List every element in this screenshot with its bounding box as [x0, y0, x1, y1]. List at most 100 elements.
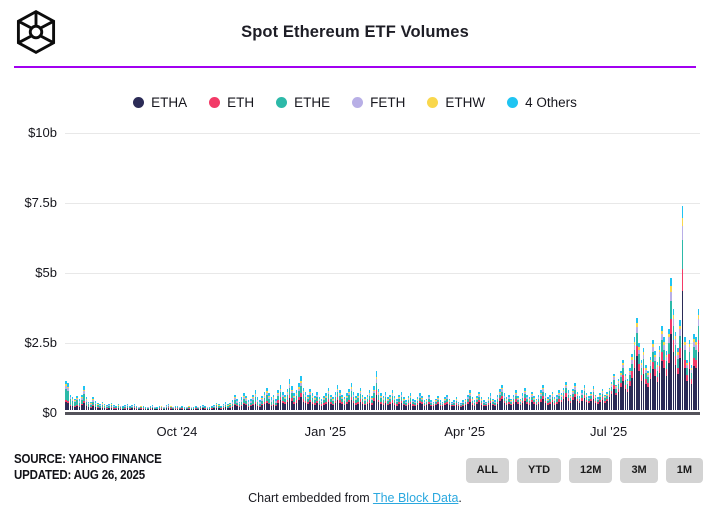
- stacked-bar[interactable]: [581, 390, 583, 410]
- stacked-bar[interactable]: [437, 396, 439, 410]
- range-button-ytd[interactable]: YTD: [517, 458, 562, 483]
- stacked-bar[interactable]: [412, 398, 414, 410]
- stacked-bar[interactable]: [588, 396, 590, 410]
- stacked-bar[interactable]: [345, 393, 348, 410]
- the-block-data-link[interactable]: The Block Data: [372, 491, 459, 505]
- stacked-bar[interactable]: [288, 379, 291, 410]
- stacked-bar[interactable]: [604, 394, 606, 410]
- stacked-bar[interactable]: [96, 403, 99, 410]
- stacked-bar[interactable]: [122, 406, 124, 410]
- stacked-bar[interactable]: [277, 390, 279, 410]
- stacked-bar[interactable]: [642, 348, 645, 410]
- stacked-bar[interactable]: [524, 387, 526, 410]
- stacked-bar[interactable]: [183, 407, 186, 410]
- stacked-bar[interactable]: [332, 397, 334, 410]
- stacked-bar[interactable]: [359, 387, 362, 410]
- stacked-bar[interactable]: [540, 390, 542, 410]
- stacked-bar[interactable]: [496, 394, 499, 410]
- stacked-bar[interactable]: [467, 394, 469, 410]
- stacked-bar[interactable]: [688, 340, 691, 410]
- stacked-bar[interactable]: [549, 394, 551, 410]
- stacked-bar[interactable]: [617, 379, 620, 410]
- stacked-bar[interactable]: [533, 396, 535, 410]
- stacked-bar[interactable]: [110, 403, 113, 410]
- stacked-bar[interactable]: [553, 397, 556, 410]
- stacked-bar[interactable]: [174, 406, 177, 410]
- stacked-bar[interactable]: [254, 390, 257, 410]
- stacked-bar[interactable]: [565, 382, 567, 410]
- stacked-bar[interactable]: [339, 390, 341, 410]
- stacked-bar[interactable]: [261, 396, 263, 410]
- stacked-bar[interactable]: [325, 393, 327, 410]
- legend-item-etha[interactable]: ETHA: [133, 95, 187, 110]
- stacked-bar[interactable]: [172, 406, 174, 410]
- stacked-bar[interactable]: [156, 407, 158, 410]
- stacked-bar[interactable]: [213, 405, 216, 410]
- stacked-bar[interactable]: [414, 400, 417, 410]
- stacked-bar[interactable]: [396, 398, 398, 410]
- stacked-bar[interactable]: [526, 394, 528, 410]
- stacked-bar[interactable]: [480, 397, 483, 410]
- stacked-bar[interactable]: [695, 337, 697, 410]
- stacked-bar[interactable]: [663, 337, 665, 410]
- stacked-bar[interactable]: [610, 382, 613, 410]
- stacked-bar[interactable]: [355, 396, 357, 410]
- stacked-bar[interactable]: [435, 398, 437, 410]
- stacked-bar[interactable]: [108, 403, 110, 410]
- stacked-bar[interactable]: [154, 406, 156, 410]
- stacked-bar[interactable]: [304, 391, 307, 410]
- stacked-bar[interactable]: [147, 406, 149, 410]
- stacked-bar[interactable]: [151, 405, 154, 410]
- stacked-bar[interactable]: [236, 398, 238, 410]
- stacked-bar[interactable]: [343, 397, 346, 410]
- stacked-bar[interactable]: [464, 398, 467, 410]
- stacked-bar[interactable]: [510, 398, 512, 410]
- range-button-12m[interactable]: 12M: [569, 458, 613, 483]
- stacked-bar[interactable]: [170, 405, 172, 410]
- stacked-bar[interactable]: [483, 400, 485, 410]
- stacked-bar[interactable]: [583, 384, 586, 410]
- stacked-bar[interactable]: [140, 405, 142, 410]
- stacked-bar[interactable]: [316, 391, 318, 410]
- stacked-bar[interactable]: [327, 387, 330, 410]
- stacked-bar[interactable]: [403, 397, 405, 410]
- stacked-bar[interactable]: [245, 396, 247, 410]
- stacked-bar[interactable]: [128, 405, 131, 410]
- stacked-bar[interactable]: [446, 394, 448, 410]
- stacked-bar[interactable]: [636, 317, 638, 410]
- stacked-bar[interactable]: [318, 397, 321, 410]
- stacked-bar[interactable]: [297, 383, 300, 410]
- stacked-bar[interactable]: [313, 396, 316, 410]
- stacked-bar[interactable]: [601, 389, 604, 410]
- stacked-bar[interactable]: [677, 348, 679, 410]
- stacked-bar[interactable]: [307, 394, 309, 410]
- stacked-bar[interactable]: [537, 394, 540, 410]
- stacked-bar[interactable]: [186, 406, 188, 410]
- stacked-bar[interactable]: [512, 394, 515, 410]
- stacked-bar[interactable]: [398, 394, 401, 410]
- stacked-bar[interactable]: [215, 403, 218, 410]
- stacked-bar[interactable]: [455, 397, 458, 410]
- stacked-bar[interactable]: [94, 401, 97, 410]
- stacked-bar[interactable]: [149, 405, 152, 410]
- stacked-bar[interactable]: [234, 394, 236, 410]
- range-button-3m[interactable]: 3M: [620, 458, 658, 483]
- stacked-bar[interactable]: [542, 384, 544, 410]
- stacked-bar[interactable]: [578, 396, 581, 410]
- stacked-bar[interactable]: [620, 370, 622, 410]
- stacked-bar[interactable]: [626, 379, 629, 410]
- stacked-bar[interactable]: [498, 389, 501, 410]
- range-button-1m[interactable]: 1M: [665, 458, 703, 483]
- stacked-bar[interactable]: [247, 400, 250, 410]
- stacked-bar[interactable]: [384, 391, 387, 410]
- stacked-bar[interactable]: [229, 403, 231, 410]
- stacked-bar[interactable]: [594, 394, 597, 410]
- stacked-bar[interactable]: [348, 389, 350, 410]
- stacked-bar[interactable]: [670, 278, 672, 410]
- stacked-bar[interactable]: [142, 406, 145, 410]
- stacked-bar[interactable]: [471, 397, 474, 410]
- stacked-bar[interactable]: [250, 398, 252, 410]
- stacked-bar[interactable]: [160, 405, 163, 410]
- stacked-bar[interactable]: [638, 342, 640, 410]
- stacked-bar[interactable]: [654, 351, 656, 410]
